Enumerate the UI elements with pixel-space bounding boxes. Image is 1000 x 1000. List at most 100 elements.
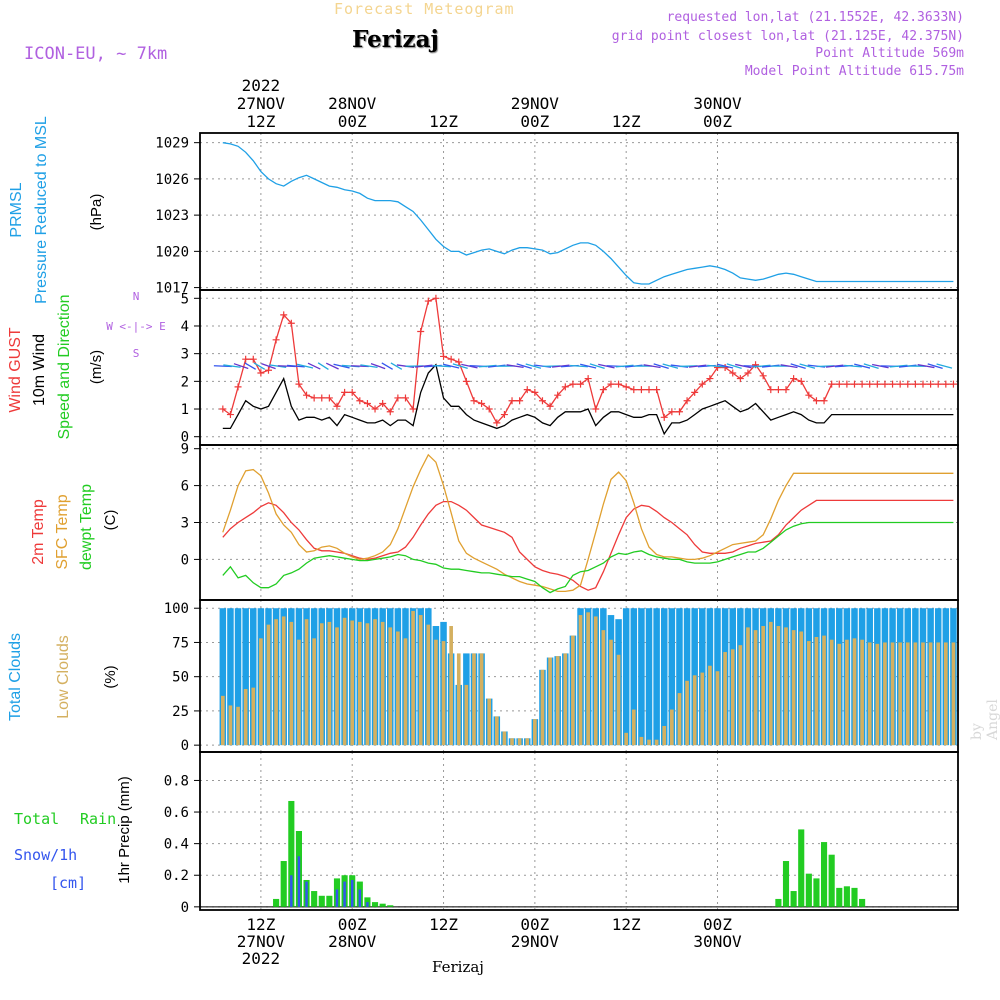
rain-bar xyxy=(775,898,782,907)
total-clouds-label: Total Clouds xyxy=(7,633,24,721)
low-cloud-bar xyxy=(746,627,750,746)
wind-arrow xyxy=(735,363,752,369)
compass-south: S xyxy=(133,347,140,360)
y-tick-label: 1023 xyxy=(155,208,189,224)
low-cloud-bar xyxy=(677,693,682,746)
wind-arrow xyxy=(414,364,433,368)
gust-marker xyxy=(797,377,805,385)
gust-marker xyxy=(653,386,661,394)
time-label-top: 30NOV xyxy=(693,94,742,113)
snow-bar xyxy=(335,889,339,907)
wind-arrow xyxy=(370,363,386,370)
compass-north: N xyxy=(133,290,140,303)
low-cloud-bar xyxy=(860,639,864,746)
rain-bar xyxy=(387,905,394,907)
wind-arrow xyxy=(863,363,879,370)
low-cloud-bar xyxy=(867,642,872,746)
compass-line: W <-|-> E xyxy=(106,320,166,333)
low-cloud-bar xyxy=(327,621,332,746)
y-tick-label: 100 xyxy=(164,601,189,617)
low-cloud-bar xyxy=(259,638,263,746)
low-cloud-bar xyxy=(761,626,765,746)
low-cloud-bar xyxy=(289,621,294,746)
location-title: Ferizaj xyxy=(352,26,439,53)
low-cloud-bar xyxy=(266,624,271,746)
gust-marker xyxy=(538,397,546,405)
wind-arrow xyxy=(662,363,679,369)
gust-marker xyxy=(379,399,387,407)
low-cloud-bar xyxy=(609,639,613,746)
low-cloud-bar xyxy=(426,624,431,746)
wind-arrow xyxy=(381,362,393,370)
wind-arrow xyxy=(223,364,241,368)
meteogram-subtitle: Forecast Meteogram xyxy=(334,0,515,18)
total-cloud-bar xyxy=(242,608,249,746)
low-cloud-bar xyxy=(335,627,339,746)
low-cloud-bar xyxy=(571,635,575,746)
total-cloud-bar xyxy=(250,608,257,746)
gust-marker xyxy=(219,405,227,413)
gust-marker xyxy=(744,369,752,377)
gust-marker xyxy=(424,297,432,305)
low-cloud-bar xyxy=(578,615,583,746)
total-cloud-bar xyxy=(676,608,683,746)
snow-bar xyxy=(343,881,346,907)
low-cloud-bar xyxy=(388,627,393,746)
gust-marker xyxy=(272,336,280,344)
low-cloud-bar xyxy=(297,639,301,746)
gust-marker xyxy=(896,380,904,388)
total-cloud-bar xyxy=(645,608,653,746)
wind-arrow xyxy=(598,363,615,369)
low-cloud-bar xyxy=(479,653,484,746)
series-line-wind-0 xyxy=(222,297,954,425)
gust-marker xyxy=(949,380,957,388)
wind-arrow xyxy=(752,364,771,368)
low-cloud-bar xyxy=(487,698,492,746)
rain-bar xyxy=(273,898,280,907)
wind-arrow xyxy=(580,363,597,369)
time-label-top: 12Z xyxy=(612,112,641,131)
y-tick-label: 0 xyxy=(181,430,189,446)
gust-marker xyxy=(280,311,288,319)
panel-frame-precip xyxy=(199,751,959,911)
low-cloud-bar xyxy=(472,653,476,746)
pressure-label: PRMSL xyxy=(8,182,25,237)
y-tick-label: 1026 xyxy=(155,172,189,188)
wind-arrow xyxy=(390,362,403,370)
low-cloud-bar xyxy=(654,739,659,746)
total-cloud-bar xyxy=(227,608,234,746)
gust-marker xyxy=(287,319,295,327)
gust-marker xyxy=(508,397,516,405)
rain-bar xyxy=(798,829,805,907)
wind-arrow xyxy=(350,365,369,368)
rain-bar xyxy=(836,887,843,907)
gust-marker xyxy=(401,394,409,402)
gust-marker xyxy=(774,386,782,394)
low-cloud-bar xyxy=(616,654,621,746)
low-cloud-bar xyxy=(898,642,902,746)
low-cloud-bar xyxy=(631,709,636,746)
wind-arrow xyxy=(461,363,478,369)
time-label-top: 12Z xyxy=(429,112,458,131)
gust-marker xyxy=(919,380,927,388)
legend-snow: Snow/1h xyxy=(14,846,77,864)
low-cloud-bar xyxy=(228,705,233,746)
wind-arrow xyxy=(570,364,588,368)
gust-marker xyxy=(310,394,318,402)
wind-arrow xyxy=(643,364,661,369)
snow-bar xyxy=(366,902,369,907)
rain-bar xyxy=(790,891,797,907)
gust-marker xyxy=(295,380,303,388)
rain-bar xyxy=(371,902,379,907)
low-cloud-bar xyxy=(928,642,933,746)
wind-arrow xyxy=(825,364,844,368)
low-cloud-bar xyxy=(502,731,507,746)
gust-marker xyxy=(523,386,531,394)
low-cloud-bar xyxy=(525,738,530,746)
snow-bar xyxy=(305,881,308,907)
gust-marker xyxy=(622,383,630,391)
gust-marker xyxy=(714,364,722,371)
gust-marker xyxy=(889,380,897,388)
gust-marker xyxy=(500,411,508,419)
gust-marker xyxy=(249,355,257,363)
